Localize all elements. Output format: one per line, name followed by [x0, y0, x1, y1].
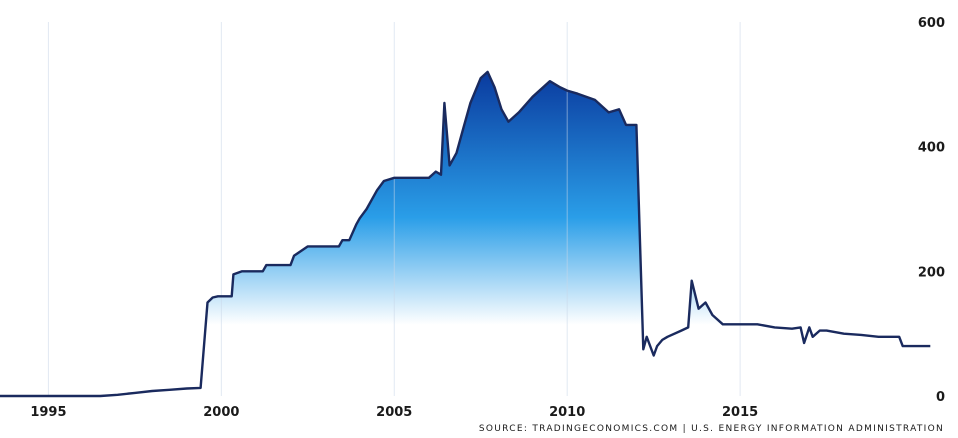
x-tick-label: 2015 [722, 405, 758, 420]
x-tick-label: 2010 [549, 405, 585, 420]
area-path [0, 71, 931, 397]
y-tick-label: 600 [918, 16, 945, 31]
series-line [0, 70, 931, 398]
y-tick-label: 0 [936, 390, 945, 405]
y-axis-ticks: 0 200 400 600 [918, 16, 945, 405]
area-fill [0, 71, 931, 397]
series-line-path [0, 70, 931, 398]
grid-lines [47, 22, 741, 396]
x-tick-label: 1995 [30, 405, 66, 420]
x-axis-ticks: 1995 2000 2005 2010 2015 [30, 405, 758, 420]
y-tick-label: 400 [918, 141, 945, 156]
x-tick-label: 2000 [203, 405, 239, 420]
source-note: SOURCE: TRADINGECONOMICS.COM | U.S. ENER… [479, 424, 944, 434]
x-tick-label: 2005 [376, 405, 412, 420]
y-tick-label: 200 [918, 265, 945, 280]
